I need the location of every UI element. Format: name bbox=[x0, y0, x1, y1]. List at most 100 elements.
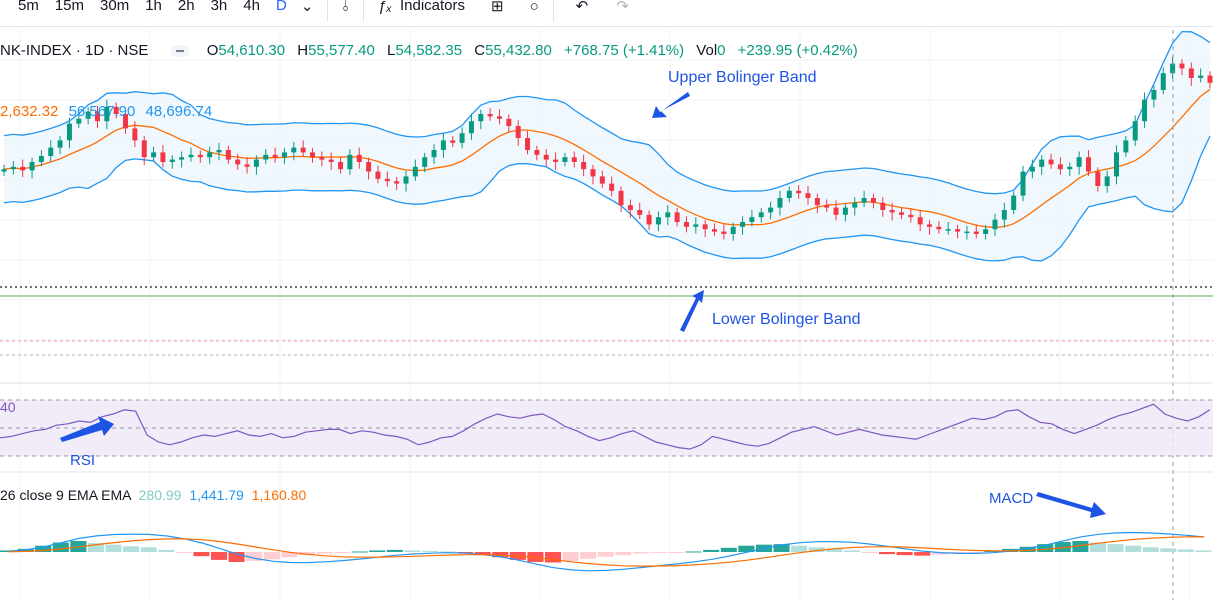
candle-body bbox=[347, 154, 353, 170]
candle-body bbox=[749, 217, 755, 222]
macd-histogram-bar bbox=[369, 550, 386, 552]
macd-histogram-bar bbox=[1019, 546, 1036, 552]
chart-toolbar: 5m 15m 30m 1h 2h 3h 4h D ⌄ ⫰ ƒₓ Indicato… bbox=[0, 0, 1213, 27]
candle-body bbox=[534, 150, 540, 155]
macd-histogram-bar bbox=[439, 551, 456, 553]
macd-histogram-bar bbox=[281, 552, 298, 558]
candle-body bbox=[740, 222, 746, 227]
candle-body bbox=[253, 159, 259, 167]
candle-body bbox=[450, 140, 456, 143]
macd-histogram-bar bbox=[1177, 549, 1194, 552]
candle-body bbox=[553, 159, 559, 162]
candle-body bbox=[861, 198, 867, 203]
candle-body bbox=[908, 214, 914, 218]
candle-body bbox=[48, 147, 54, 156]
macd-histogram-bar bbox=[826, 548, 843, 552]
bb-basis-value: 2,632.32 bbox=[0, 103, 59, 120]
candle-body bbox=[123, 114, 129, 129]
bollinger-legend: 2,632.32 56,567.90 48,696.74 bbox=[0, 103, 212, 120]
toolbar-divider bbox=[327, 0, 329, 22]
candle-body bbox=[889, 210, 895, 213]
candle-body bbox=[366, 162, 372, 172]
candle-body bbox=[66, 123, 72, 141]
macd-histogram-bar bbox=[457, 552, 474, 554]
rsi-legend: 40 bbox=[0, 399, 16, 415]
candle-body bbox=[525, 138, 531, 150]
bar-style-icon[interactable]: ⫰ bbox=[342, 0, 349, 15]
annotation-arrow-macd bbox=[1036, 492, 1106, 518]
macd-histogram-bar bbox=[193, 552, 210, 557]
candle-body bbox=[422, 157, 428, 167]
alert-icon[interactable]: ○ bbox=[529, 0, 539, 15]
macd-histogram-bar bbox=[914, 552, 931, 556]
legend-options-button[interactable] bbox=[170, 45, 189, 58]
macd-histogram-bar bbox=[263, 552, 280, 560]
macd-histogram-bar bbox=[720, 547, 737, 552]
bb-upper-value: 56,567.90 bbox=[68, 103, 136, 120]
high-value: 55,577.40 bbox=[308, 42, 375, 59]
interval-2h[interactable]: 2h bbox=[177, 0, 195, 14]
candle-body bbox=[384, 178, 390, 182]
macd-histogram-bar bbox=[1037, 544, 1054, 552]
interval-d[interactable]: D bbox=[275, 0, 287, 14]
candle-body bbox=[1011, 195, 1017, 210]
candle-body bbox=[459, 133, 465, 143]
candle-body bbox=[665, 212, 671, 218]
macd-histogram-bar bbox=[123, 546, 140, 552]
macd-signal-line bbox=[8, 536, 1205, 567]
candle-body bbox=[1114, 152, 1120, 177]
candle-body bbox=[1104, 176, 1110, 186]
macd-histogram-bar bbox=[878, 552, 896, 555]
macd-params: 26 close 9 EMA EMA bbox=[0, 487, 131, 503]
candle-body bbox=[1048, 159, 1054, 165]
candle-body bbox=[1132, 121, 1138, 141]
macd-line bbox=[8, 531, 1205, 572]
candle-body bbox=[721, 231, 727, 234]
interval-30m[interactable]: 30m bbox=[100, 0, 130, 14]
fx-icon[interactable]: ƒₓ bbox=[377, 0, 392, 15]
macd-histogram-bar bbox=[738, 545, 755, 552]
candle-body bbox=[964, 231, 970, 234]
candle-body bbox=[590, 169, 596, 177]
candle-body bbox=[468, 121, 474, 134]
macd-line-value: 1,441.79 bbox=[189, 487, 244, 503]
candle-body bbox=[151, 152, 157, 158]
candle-body bbox=[1095, 171, 1101, 186]
interval-3h[interactable]: 3h bbox=[210, 0, 228, 14]
annotation-macd: MACD bbox=[989, 490, 1033, 507]
candle-body bbox=[403, 176, 409, 184]
macd-histogram-bar bbox=[896, 552, 913, 556]
macd-histogram-bar bbox=[597, 552, 614, 557]
macd-histogram-bar bbox=[351, 551, 368, 553]
interval-4h[interactable]: 4h bbox=[243, 0, 260, 14]
candle-body bbox=[1020, 171, 1026, 196]
candle-body bbox=[29, 162, 35, 171]
bollinger-basis bbox=[3, 88, 1211, 228]
interval-15m[interactable]: 15m bbox=[54, 0, 85, 14]
candle-body bbox=[1029, 166, 1035, 172]
candle-body bbox=[272, 154, 278, 158]
macd-histogram-bar bbox=[105, 544, 122, 552]
bollinger-lower-band bbox=[3, 135, 1211, 262]
candle-body bbox=[1179, 63, 1185, 69]
candle-body bbox=[880, 202, 886, 210]
candle-body bbox=[637, 210, 643, 215]
indicators-button[interactable]: Indicators bbox=[399, 0, 466, 14]
redo-icon[interactable]: ↷ bbox=[616, 0, 629, 15]
macd-histogram-bar bbox=[580, 552, 597, 559]
bb-lower-value: 48,696.74 bbox=[145, 103, 213, 120]
symbol-name[interactable]: NK-INDEX · 1D · NSE bbox=[0, 42, 149, 59]
chevron-down-icon[interactable]: ⌄ bbox=[300, 0, 314, 15]
candle-body bbox=[338, 162, 344, 170]
macd-histogram-bar bbox=[246, 552, 263, 561]
interval-5m[interactable]: 5m bbox=[18, 0, 39, 14]
undo-icon[interactable]: ↶ bbox=[575, 0, 589, 15]
layout-icon[interactable]: ⊞ bbox=[491, 0, 504, 15]
candle-body bbox=[431, 150, 437, 158]
symbol-legend: NK-INDEX · 1D · NSE O54,610.30 H55,577.4… bbox=[0, 42, 866, 59]
macd-histogram-bar bbox=[474, 552, 491, 556]
interval-1h[interactable]: 1h bbox=[145, 0, 162, 14]
candle-body bbox=[618, 190, 624, 206]
candle-body bbox=[487, 114, 493, 117]
